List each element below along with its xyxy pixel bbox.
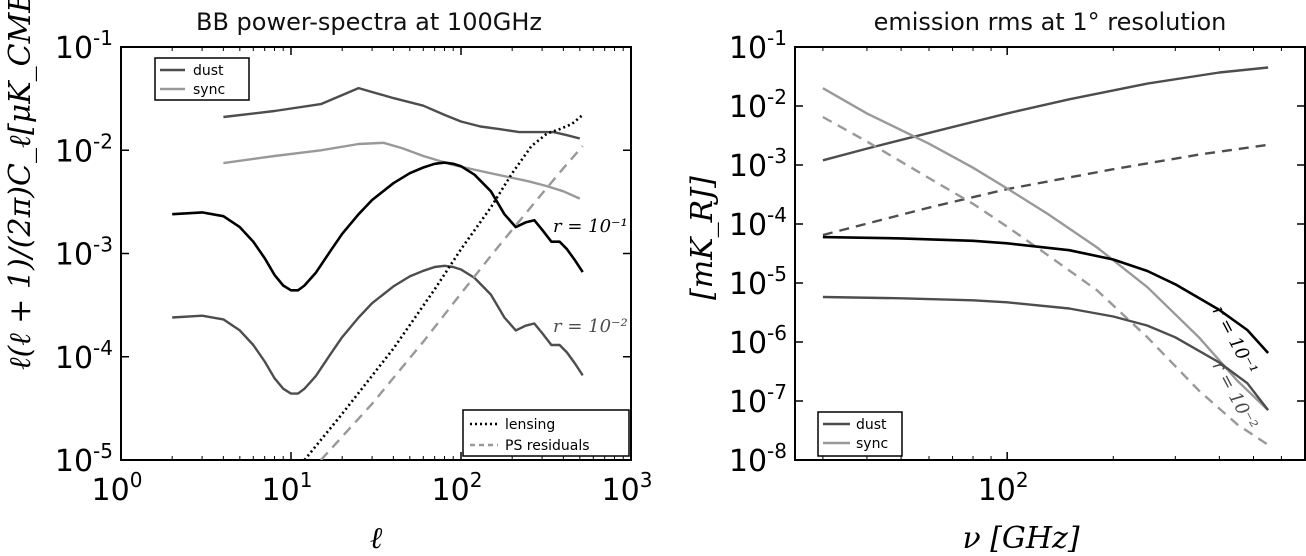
right-y-tick-label: 10-6	[729, 321, 787, 361]
left-x-tick-label: 100	[92, 468, 143, 508]
right-series-r-10--line	[822, 295, 1270, 411]
right-series-dust-line	[822, 66, 1269, 162]
legend-label-dust: dust	[856, 417, 887, 433]
right-series-sync-dashed--line	[822, 115, 1269, 446]
right-series-dust-dashed--line	[822, 143, 1269, 237]
left-y-axis-label: ℓ(ℓ + 1)/(2π)C_ℓ	[3, 135, 38, 370]
left-x-tick-label: 102	[432, 468, 483, 508]
right-legend: dust sync	[817, 411, 903, 457]
left-x-tick-label: 103	[602, 468, 653, 508]
right-chart-title: emission rms at 1° resolution	[874, 8, 1227, 36]
legend-label-lensing: lensing	[505, 417, 555, 433]
left-series-ps-residuals-line	[320, 145, 584, 460]
right-y-tick-label: 10-3	[729, 144, 787, 184]
legend-label-ps-residuals: PS residuals	[505, 438, 590, 454]
right-plot-frame	[794, 46, 1306, 461]
right-y-tick-label: 10-1	[729, 26, 787, 66]
left-chart: BB power-spectra at 100GHz 10-5 10-4 10-3 1…	[3, 0, 652, 556]
left-x-axis-label: ℓ	[370, 521, 383, 556]
left-y-tick-label: 10-2	[55, 129, 113, 169]
left-y-tick-label: 10-4	[55, 336, 113, 376]
right-series-r-10--line	[822, 235, 1270, 354]
right-x-tick-label: 102	[978, 468, 1029, 508]
left-series-r-10--line	[172, 264, 584, 395]
left-y-axis-unit: [μK_CMB^2]	[3, 0, 38, 135]
left-series-dust-line	[223, 86, 581, 140]
right-y-axis-label: [mK_RJ]	[685, 176, 720, 300]
left-legend-top: dust sync	[154, 57, 250, 101]
legend-label-sync: sync	[193, 82, 225, 98]
left-series-r-10--line	[172, 161, 584, 292]
right-series-sync-line	[822, 87, 1269, 411]
left-legend-bottom: lensing PS residuals	[462, 409, 630, 457]
right-y-tick-label: 10-4	[729, 203, 787, 243]
left-plot-frame	[120, 46, 632, 461]
left-series-lensing-line	[303, 113, 584, 460]
right-y-tick-label: 10-7	[729, 380, 787, 420]
left-y-tick-label: 10-1	[55, 26, 113, 66]
right-y-tick-label: 10-8	[729, 439, 787, 479]
left-annotation-r2: r = 10⁻²	[553, 316, 628, 337]
right-x-axis-label: ν [GHz]	[962, 521, 1079, 556]
left-y-tick-label: 10-3	[55, 233, 113, 273]
left-series-sync-line	[223, 141, 581, 200]
right-y-tick-label: 10-5	[729, 262, 787, 302]
legend-label-dust: dust	[193, 63, 224, 79]
left-chart-title: BB power-spectra at 100GHz	[196, 8, 542, 36]
legend-label-sync: sync	[856, 436, 888, 452]
left-y-tick-label: 10-5	[55, 439, 113, 479]
right-chart: emission rms at 1° resolution 10-8 10-7 10…	[685, 8, 1306, 556]
left-annotation-r1: r = 10⁻¹	[553, 216, 628, 237]
left-x-tick-label: 101	[262, 468, 313, 508]
right-y-tick-label: 10-2	[729, 85, 787, 125]
